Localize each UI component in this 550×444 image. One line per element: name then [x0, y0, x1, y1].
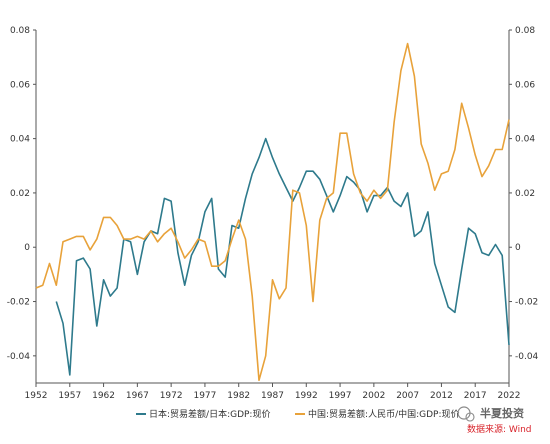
y-tick-label-left: 0.04 [10, 135, 30, 145]
y-tick-label-right: -0.02 [515, 298, 538, 308]
series-line-china [36, 44, 509, 381]
y-tick-label-left: 0.06 [10, 80, 30, 90]
y-tick-label-left: 0.02 [10, 189, 30, 199]
x-tick-label: 2007 [396, 391, 419, 401]
y-tick-label-right: 0.02 [515, 189, 535, 199]
y-tick-label-left: 0 [24, 243, 30, 253]
x-tick-label: 1962 [92, 391, 115, 401]
series-lines [36, 44, 509, 381]
x-tick-label: 2012 [430, 391, 453, 401]
x-tick-label: 2017 [464, 391, 487, 401]
y-tick-label-right: -0.04 [515, 352, 539, 362]
y-tick-label-right: 0.04 [515, 135, 535, 145]
y-tick-label-right: 0.08 [515, 26, 535, 36]
x-tick-label: 1987 [261, 391, 284, 401]
y-tick-label-left: -0.04 [7, 352, 31, 362]
tick-labels: 1952 1957 1962 1967 1972 1977 1982 1987 1992 1997… [7, 26, 539, 401]
x-tick-label: 1967 [126, 391, 149, 401]
brand-name: 半夏投资 [480, 406, 524, 420]
x-tick-label: 2002 [362, 391, 385, 401]
legend-label-japan: 日本:贸易差额/日本:GDP:现价 [149, 408, 270, 420]
x-tick-label: 1972 [160, 391, 183, 401]
x-tick-label: 1957 [58, 391, 81, 401]
chart-axes [33, 30, 512, 387]
y-tick-label-left: 0.08 [10, 26, 30, 36]
x-tick-label: 1992 [295, 391, 318, 401]
data-source: 数据来源: Wind [467, 423, 532, 435]
brand-watermark: 半夏投资 数据来源: Wind [458, 406, 532, 435]
legend: 日本:贸易差额/日本:GDP:现价 中国:贸易差额:人民币/中国:GDP:现价 [136, 408, 460, 420]
x-tick-label: 2022 [498, 391, 521, 401]
x-tick-label: 1997 [329, 391, 352, 401]
legend-label-china: 中国:贸易差额:人民币/中国:GDP:现价 [308, 408, 460, 420]
x-tick-label: 1952 [25, 391, 48, 401]
y-tick-label-right: 0.06 [515, 80, 535, 90]
y-tick-label-right: 0 [515, 243, 521, 253]
x-tick-label: 1977 [193, 391, 216, 401]
y-tick-label-left: -0.02 [7, 298, 30, 308]
x-tick-label: 1982 [227, 391, 250, 401]
